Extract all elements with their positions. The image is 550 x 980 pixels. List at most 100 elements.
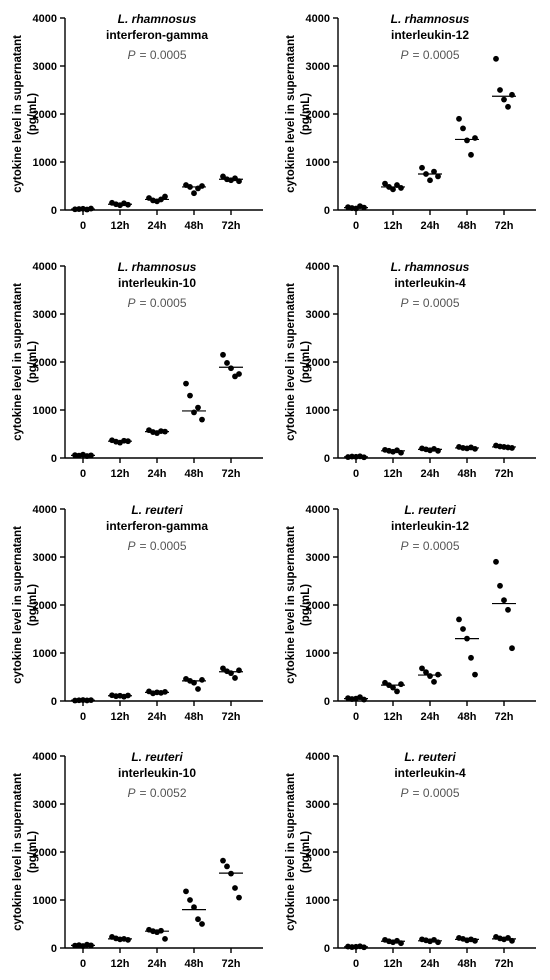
x-tick-label: 48h <box>185 711 204 723</box>
x-tick-label: 0 <box>353 711 359 723</box>
data-point <box>398 185 404 191</box>
chart-title-cytokine: interleukin-12 <box>391 28 469 42</box>
y-axis-label-line2: (pg/mL) <box>300 584 312 626</box>
y-axis-label-line2: (pg/mL) <box>27 584 39 626</box>
x-tick-label: 12h <box>384 711 403 723</box>
x-tick-label: 72h <box>222 468 241 480</box>
data-point <box>456 115 462 122</box>
y-axis-label-line2: (pg/mL) <box>27 831 39 873</box>
x-tick-label: 0 <box>353 468 359 480</box>
chart-title-cytokine: interleukin-4 <box>394 766 466 780</box>
p-value-label: P = 0.0052 <box>127 786 186 800</box>
y-axis-label-line1: cytokine level in supernatant <box>12 283 24 441</box>
x-tick-label: 48h <box>185 468 204 480</box>
p-value-label: P = 0.0005 <box>127 539 186 553</box>
data-point <box>224 863 230 870</box>
chart-panel: 0 1000 2000 3000 4000 0 12h 24h 48h 72h cytokine l… <box>12 750 263 970</box>
chart-title-organism: L. rhamnosus <box>391 12 470 26</box>
data-point <box>220 351 226 358</box>
y-tick-label: 3000 <box>306 552 330 564</box>
x-tick-label: 72h <box>222 711 241 723</box>
y-tick-label: 1000 <box>306 895 330 907</box>
data-point <box>394 688 400 695</box>
data-point <box>509 445 515 451</box>
x-tick-label: 48h <box>185 220 204 232</box>
y-tick-label: 0 <box>51 453 57 465</box>
p-value-label: P = 0.0005 <box>127 296 186 310</box>
p-value-number: = 0.0052 <box>139 786 186 800</box>
y-axis-label-line1: cytokine level in supernatant <box>285 283 297 441</box>
data-point <box>493 558 499 565</box>
data-point <box>220 665 226 672</box>
chart-title-cytokine: interferon-gamma <box>106 519 208 533</box>
data-point <box>162 193 168 200</box>
chart-panel: 0 1000 2000 3000 4000 0 12h 24h 48h 72h cytokine l… <box>12 503 263 723</box>
data-point <box>390 186 396 193</box>
data-point <box>191 904 197 911</box>
p-value-number: = 0.0005 <box>412 48 459 62</box>
chart-title-organism: L. reuteri <box>404 503 456 517</box>
x-tick-label: 24h <box>421 468 440 480</box>
x-tick-label: 24h <box>421 958 440 970</box>
chart-panel: 0 1000 2000 3000 4000 0 12h 24h 48h 72h cytokine l… <box>285 503 536 723</box>
chart-title-cytokine: interleukin-12 <box>391 519 469 533</box>
y-axis-label-line1: cytokine level in supernatant <box>12 35 24 193</box>
x-tick-label: 24h <box>148 468 167 480</box>
chart-panel: 0 1000 2000 3000 4000 0 12h 24h 48h 72h cytokine l… <box>285 12 536 232</box>
y-tick-label: 4000 <box>33 504 57 516</box>
y-tick-label: 0 <box>51 205 57 217</box>
p-value-label: P = 0.0005 <box>400 786 459 800</box>
x-tick-label: 48h <box>458 958 477 970</box>
data-point <box>431 678 437 685</box>
x-tick-label: 48h <box>458 220 477 232</box>
x-tick-label: 0 <box>80 468 86 480</box>
y-tick-label: 4000 <box>306 13 330 25</box>
data-point <box>509 645 515 652</box>
p-value-symbol: P <box>127 48 135 62</box>
y-tick-label: 1000 <box>33 405 57 417</box>
y-axis-label-line1: cytokine level in supernatant <box>285 773 297 931</box>
x-tick-label: 48h <box>185 958 204 970</box>
x-tick-label: 72h <box>222 958 241 970</box>
chart-title-cytokine: interleukin-10 <box>118 276 196 290</box>
y-axis-label-line2: (pg/mL) <box>27 341 39 383</box>
y-tick-label: 3000 <box>306 799 330 811</box>
chart-title-cytokine: interferon-gamma <box>106 28 208 42</box>
p-value-label: P = 0.0005 <box>127 48 186 62</box>
data-point <box>472 445 478 452</box>
y-tick-label: 1000 <box>306 157 330 169</box>
data-point <box>497 87 503 93</box>
y-tick-label: 0 <box>324 453 330 465</box>
x-tick-label: 24h <box>148 220 167 232</box>
data-point <box>464 137 470 144</box>
y-tick-label: 0 <box>324 696 330 708</box>
p-value-number: = 0.0005 <box>412 296 459 310</box>
y-axis-label: cytokine level in supernatant (pg/mL) <box>12 526 39 684</box>
y-tick-label: 0 <box>324 943 330 955</box>
data-point <box>236 894 242 901</box>
x-tick-label: 24h <box>148 711 167 723</box>
data-point <box>419 665 425 672</box>
y-axis-label-line2: (pg/mL) <box>27 93 39 135</box>
y-tick-label: 4000 <box>33 13 57 25</box>
p-value-symbol: P <box>127 539 135 553</box>
data-point <box>195 916 201 923</box>
data-point <box>456 616 462 623</box>
chart-panel: 0 1000 2000 3000 4000 0 12h 24h 48h 72h cytokine l… <box>285 260 536 480</box>
x-tick-label: 12h <box>384 220 403 232</box>
data-point <box>232 885 238 891</box>
p-value-label: P = 0.0005 <box>400 48 459 62</box>
y-axis-label: cytokine level in supernatant (pg/mL) <box>285 526 312 684</box>
chart-panel: 0 1000 2000 3000 4000 0 12h 24h 48h 72h cytokine l… <box>12 260 263 480</box>
chart-panel: 0 1000 2000 3000 4000 0 12h 24h 48h 72h cytokine l… <box>285 750 536 970</box>
p-value-symbol: P <box>400 48 408 62</box>
x-tick-label: 72h <box>495 958 514 970</box>
y-axis-label: cytokine level in supernatant (pg/mL) <box>12 283 39 441</box>
x-tick-label: 24h <box>421 220 440 232</box>
y-axis-label: cytokine level in supernatant (pg/mL) <box>285 773 312 931</box>
data-point <box>162 935 168 942</box>
y-tick-label: 4000 <box>306 751 330 763</box>
data-point <box>423 669 429 676</box>
